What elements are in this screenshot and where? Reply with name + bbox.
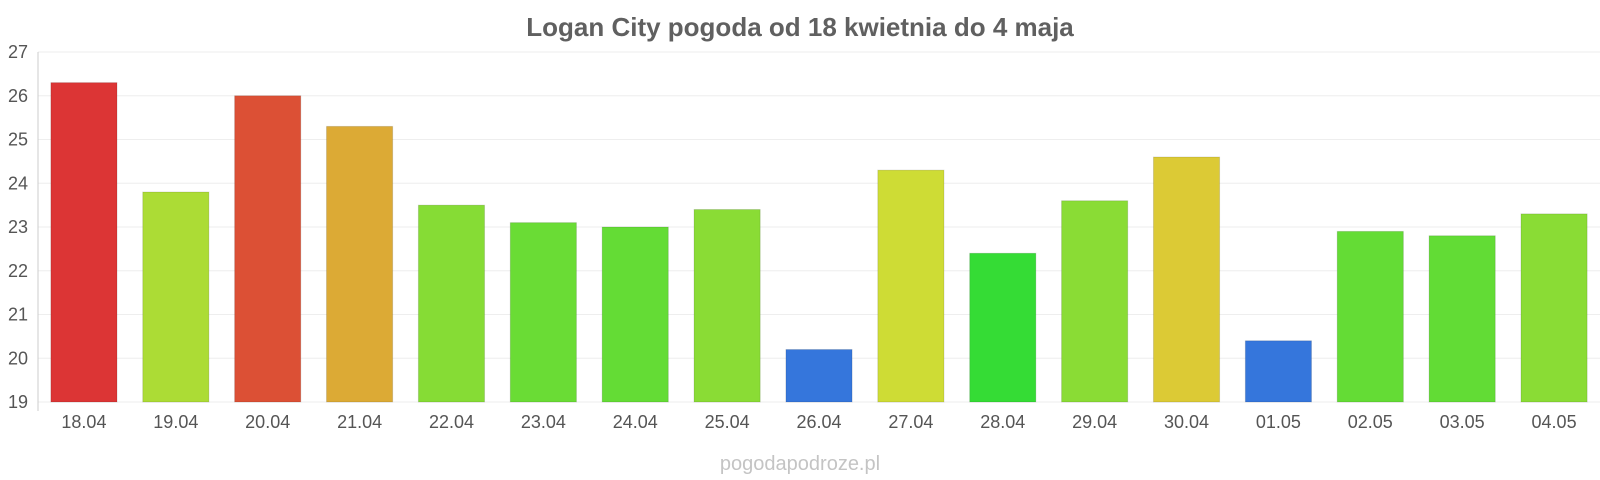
x-tick-label: 25.04 [705,412,750,432]
bar-01.05 [1244,340,1312,403]
chart-title: Logan City pogoda od 18 kwietnia do 4 ma… [526,12,1074,42]
x-tick-label: 28.04 [980,412,1025,432]
bar-30.04 [1152,156,1221,403]
x-tick-label: 23.04 [521,412,566,432]
x-tick-label: 01.05 [1256,412,1301,432]
bar-28.04 [969,252,1037,403]
y-tick-label: 25 [8,130,28,150]
bars [50,82,1588,403]
bar-21.04 [326,125,394,403]
bar-26.04 [785,349,853,403]
x-tick-label: 22.04 [429,412,474,432]
y-tick-label: 20 [8,348,28,368]
y-tick-label: 22 [8,261,28,281]
y-tick-label: 23 [8,217,28,237]
bar-04.05 [1520,213,1588,403]
x-tick-label: 20.04 [245,412,290,432]
bar-19.04 [142,191,210,403]
x-axis-ticks: 18.04 19.04 20.04 21.04 22.04 23.04 24.04 25.04… [61,412,1576,432]
bar-02.05 [1336,230,1404,403]
bar-29.04 [1061,200,1129,403]
x-tick-label: 27.04 [888,412,933,432]
x-tick-label: 30.04 [1164,412,1209,432]
bar-27.04 [877,169,945,403]
y-tick-label: 27 [8,42,28,62]
x-tick-label: 24.04 [613,412,658,432]
x-tick-label: 19.04 [153,412,198,432]
bar-18.04 [50,82,118,403]
bar-24.04 [601,226,669,403]
y-tick-label: 26 [8,86,28,106]
x-tick-label: 03.05 [1440,412,1485,432]
bar-25.04 [693,209,761,403]
x-tick-label: 04.05 [1532,412,1577,432]
x-tick-label: 26.04 [796,412,841,432]
bar-23.04 [509,222,577,403]
x-tick-label: 02.05 [1348,412,1393,432]
y-tick-label: 19 [8,392,28,412]
y-axis-ticks: 19 20 21 22 23 24 25 26 27 [8,42,28,412]
bar-20.04 [234,95,302,403]
x-tick-label: 18.04 [61,412,106,432]
watermark: pogodapodroze.pl [720,453,880,475]
bar-03.05 [1428,235,1496,403]
bar-22.04 [417,204,486,403]
y-tick-label: 24 [8,173,28,193]
x-tick-label: 21.04 [337,412,382,432]
x-tick-label: 29.04 [1072,412,1117,432]
y-tick-label: 21 [8,305,28,325]
